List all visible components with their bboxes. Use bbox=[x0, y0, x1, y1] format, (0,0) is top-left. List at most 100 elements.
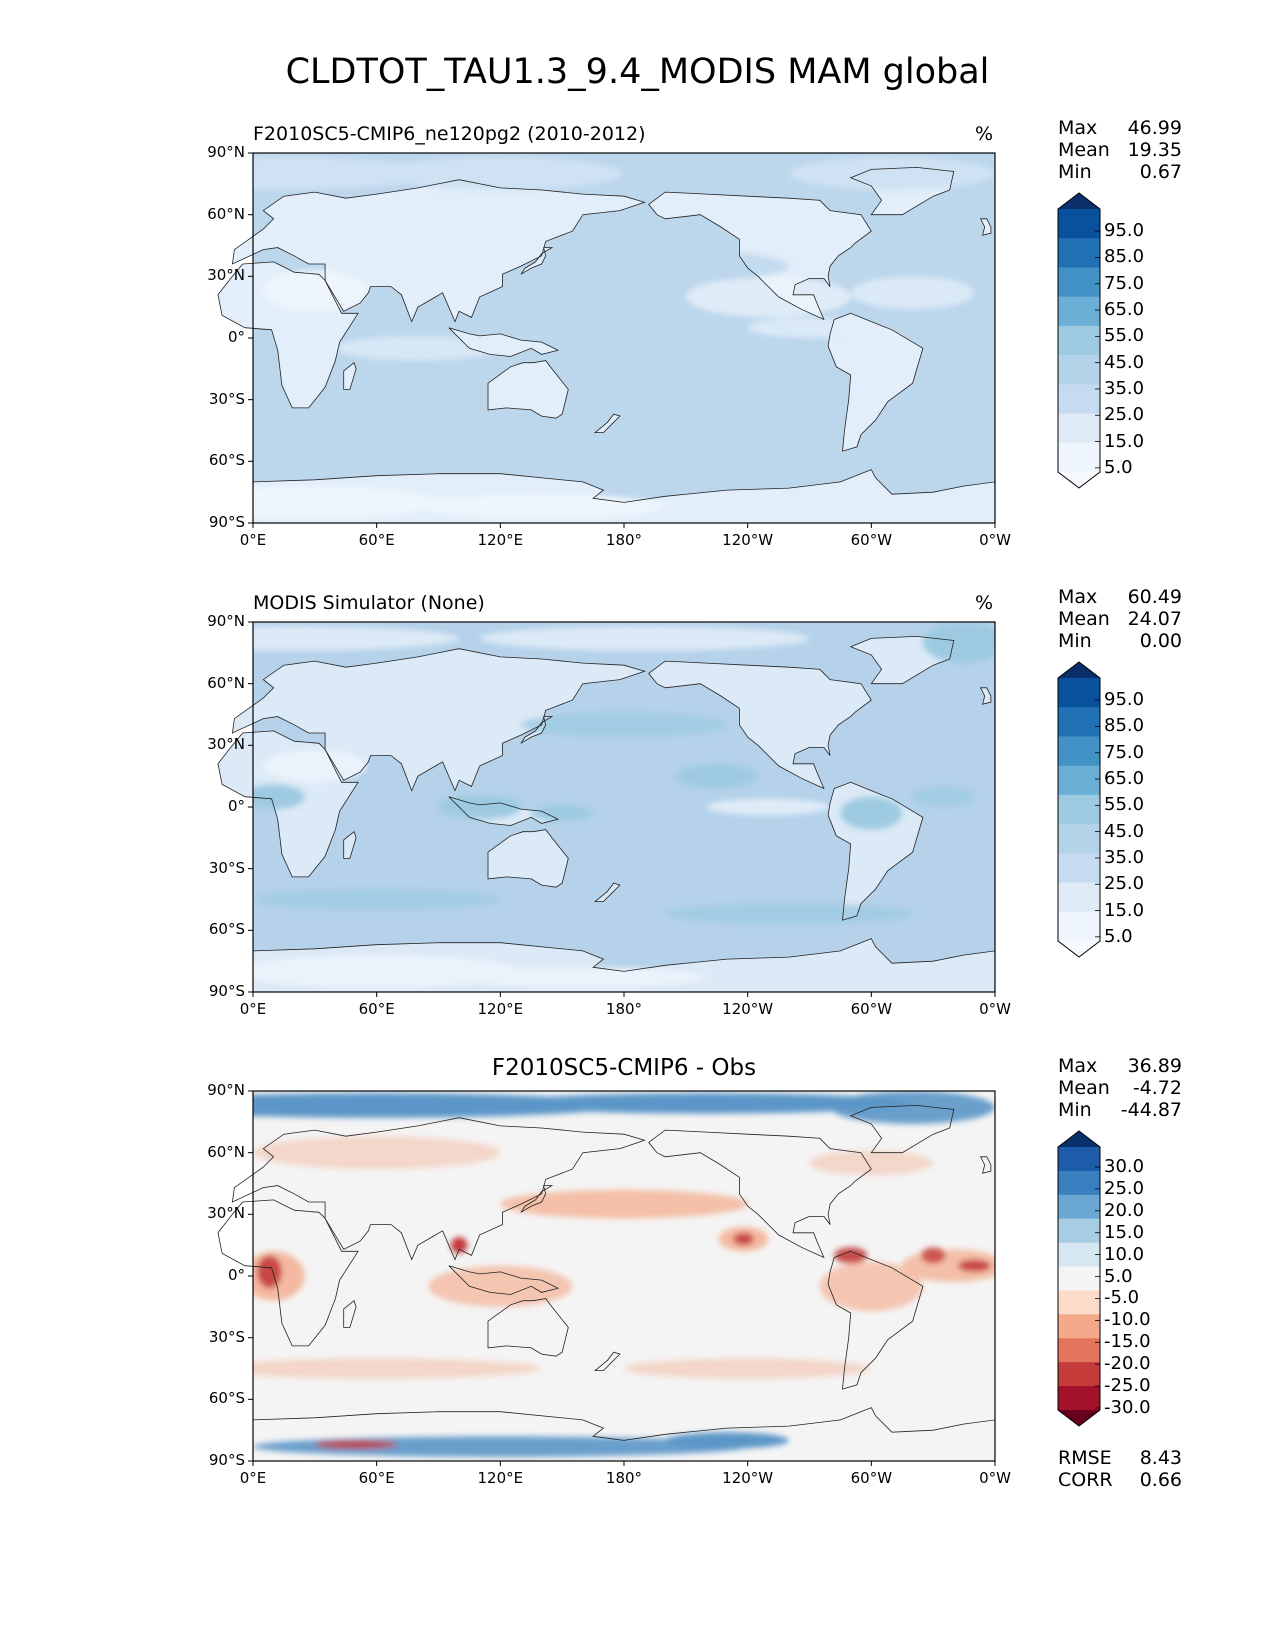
coastline-europe-asia bbox=[231, 1117, 646, 1261]
colorbar-label: 65.0 bbox=[1104, 768, 1145, 790]
coastline-australia bbox=[487, 360, 569, 419]
field-region bbox=[253, 486, 439, 519]
stat-value-min: 0.67 bbox=[1139, 161, 1182, 183]
coastline-europe-asia bbox=[231, 648, 646, 792]
lon-tick-label: 120°E bbox=[477, 1000, 524, 1018]
stat-label-min: Min bbox=[1058, 630, 1092, 652]
lat-tick-label: 30°S bbox=[208, 1327, 245, 1346]
coastline-greenland bbox=[849, 1104, 955, 1154]
colorbar-segment bbox=[1058, 442, 1100, 473]
coastline-uk bbox=[979, 687, 992, 705]
stat-label-mean: Mean bbox=[1058, 608, 1110, 630]
field-region bbox=[253, 157, 439, 190]
lon-tick-label: 60°W bbox=[850, 531, 893, 549]
coastline-africa bbox=[217, 261, 359, 409]
colorbar-label: 15.0 bbox=[1104, 430, 1145, 452]
colorbar-extend-top bbox=[1058, 193, 1100, 209]
coastline-south-america bbox=[827, 1250, 924, 1390]
coastline-antarctica bbox=[252, 938, 996, 993]
colorbar-label: 25.0 bbox=[1104, 404, 1145, 426]
coastline-japan bbox=[520, 716, 554, 744]
colorbar-extend-top bbox=[1058, 1131, 1100, 1147]
lat-tick-label: 90°S bbox=[208, 982, 245, 1000]
lon-tick-label: 60°E bbox=[358, 531, 395, 549]
stat-label-rmse: RMSE bbox=[1058, 1447, 1112, 1469]
lat-tick-label: 60°N bbox=[207, 673, 245, 692]
colorbar-segment bbox=[1058, 1386, 1100, 1411]
colorbar-segment bbox=[1058, 824, 1100, 854]
field-region bbox=[253, 784, 305, 810]
stat-label-min: Min bbox=[1058, 161, 1092, 183]
coastline-north-america bbox=[648, 660, 872, 790]
panel-title: F2010SC5-CMIP6_ne120pg2 (2010-2012) bbox=[253, 123, 646, 145]
land-fill-uk bbox=[980, 687, 991, 705]
colorbar-segment bbox=[1058, 678, 1100, 708]
colorbar-segment bbox=[1058, 267, 1100, 298]
colorbar-label: -5.0 bbox=[1104, 1287, 1140, 1309]
coastline-australia bbox=[487, 829, 569, 888]
lat-tick-label: 0° bbox=[227, 797, 245, 815]
coastline-africa bbox=[217, 1199, 359, 1347]
lon-tick-label: 60°W bbox=[850, 1469, 893, 1487]
stat-value-mean: 19.35 bbox=[1127, 139, 1182, 161]
colorbar-segment bbox=[1058, 296, 1100, 327]
field-region bbox=[417, 494, 666, 519]
panel-units: % bbox=[975, 123, 994, 145]
field-region bbox=[665, 903, 913, 925]
field-region bbox=[624, 1358, 872, 1379]
coastline-madagascar bbox=[343, 831, 357, 859]
field-region bbox=[809, 1150, 934, 1176]
colorbar-segment bbox=[1058, 794, 1100, 825]
colorbar-label: 85.0 bbox=[1104, 715, 1145, 737]
lat-tick-label: 30°N bbox=[207, 1204, 245, 1223]
land-fill-australia bbox=[488, 829, 569, 888]
lat-tick-label: 90°N bbox=[207, 612, 245, 630]
colorbar-segment bbox=[1058, 736, 1100, 767]
stat-label-mean: Mean bbox=[1058, 139, 1110, 161]
panel-units: % bbox=[975, 592, 994, 614]
colorbar-segment bbox=[1058, 384, 1100, 415]
land-fill-south-america bbox=[828, 313, 923, 452]
colorbar-label: 45.0 bbox=[1104, 351, 1145, 373]
field-region bbox=[520, 712, 728, 738]
field-region bbox=[335, 335, 501, 361]
lat-tick-label: 90°N bbox=[207, 143, 245, 161]
colorbar-segment bbox=[1058, 1314, 1100, 1339]
lon-tick-label: 180° bbox=[605, 1000, 643, 1018]
panel-title: MODIS Simulator (None) bbox=[253, 592, 485, 614]
coastline-indonesia bbox=[448, 796, 560, 826]
lat-tick-label: 30°N bbox=[207, 735, 245, 754]
colorbar-label: 35.0 bbox=[1104, 846, 1145, 868]
colorbar-segment bbox=[1058, 1147, 1100, 1172]
colorbar-label: 95.0 bbox=[1104, 689, 1145, 711]
lon-tick-label: 0°E bbox=[239, 531, 267, 549]
colorbar-label: 10.0 bbox=[1104, 1243, 1145, 1265]
coastline-south-america bbox=[827, 781, 924, 921]
colorbar bbox=[1057, 1130, 1101, 1427]
lat-tick-label: 30°N bbox=[207, 266, 245, 285]
field-region bbox=[747, 317, 872, 338]
field-region bbox=[788, 157, 995, 190]
colorbar-label: 75.0 bbox=[1104, 741, 1145, 763]
coastline-north-america bbox=[648, 1129, 872, 1259]
lon-tick-label: 60°W bbox=[850, 1000, 893, 1018]
colorbar-segment bbox=[1058, 1338, 1100, 1363]
colorbar-outline bbox=[1057, 1130, 1101, 1427]
field-region bbox=[819, 1261, 923, 1311]
colorbar-extend-bottom bbox=[1058, 472, 1100, 488]
colorbar-label: -15.0 bbox=[1104, 1331, 1151, 1353]
land-fill-madagascar bbox=[343, 831, 357, 859]
colorbar-segment bbox=[1058, 209, 1100, 239]
stat-value-max: 60.49 bbox=[1127, 586, 1182, 608]
stat-label-max: Max bbox=[1058, 117, 1098, 139]
field-region bbox=[314, 1440, 398, 1449]
colorbar-extend-bottom bbox=[1058, 941, 1100, 957]
stat-label-max: Max bbox=[1058, 1055, 1098, 1077]
colorbar bbox=[1057, 192, 1101, 489]
coastline-antarctica bbox=[252, 1407, 996, 1462]
colorbar-segment bbox=[1058, 1194, 1100, 1220]
stat-label-min: Min bbox=[1058, 1099, 1092, 1121]
lon-tick-label: 0°E bbox=[239, 1469, 267, 1487]
colorbar-label: 75.0 bbox=[1104, 272, 1145, 294]
colorbar-segment bbox=[1058, 882, 1100, 913]
